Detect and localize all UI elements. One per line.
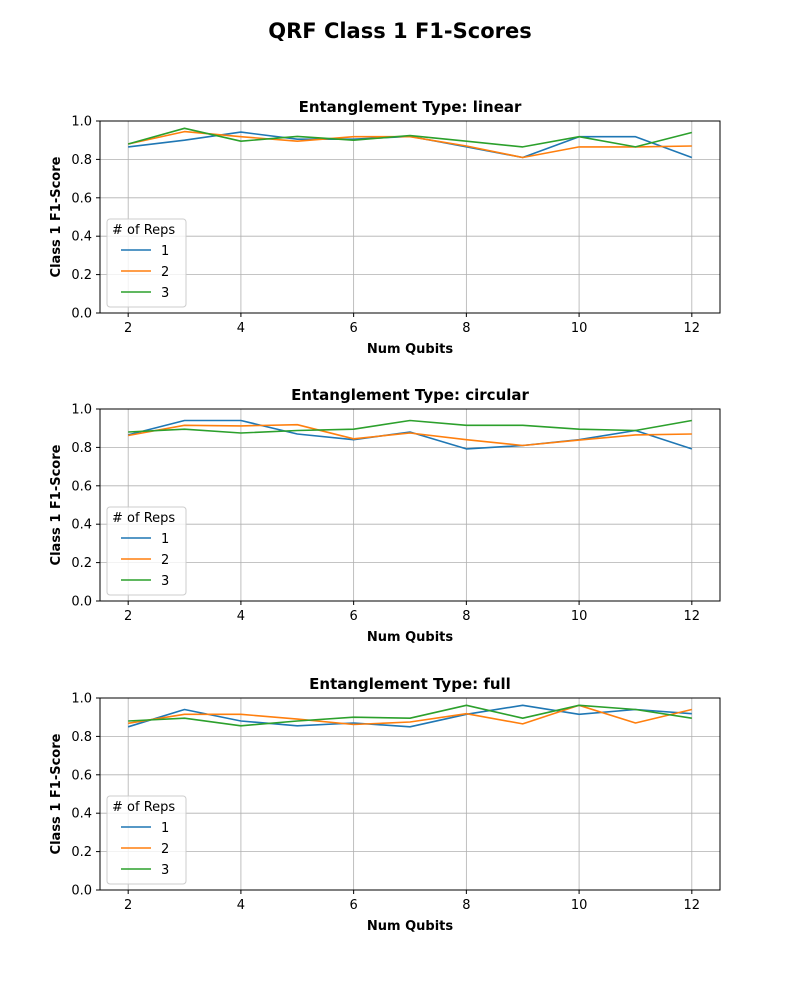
x-axis-label: Num Qubits [367,342,453,357]
y-tick-label: 0.0 [71,884,92,899]
y-tick-label: 1.0 [71,115,92,130]
legend-label-1: 1 [161,532,169,547]
subplot-title: Entanglement Type: circular [291,386,529,404]
x-axis-label: Num Qubits [367,630,453,645]
x-tick-label: 6 [349,609,357,624]
x-tick-label: 6 [349,321,357,336]
y-tick-label: 1.0 [71,692,92,707]
legend-label-1: 1 [161,821,169,836]
x-tick-label: 10 [571,321,588,336]
x-tick-label: 2 [124,321,132,336]
y-axis-label: Class 1 F1-Score [49,733,64,854]
y-axis-label: Class 1 F1-Score [49,156,64,277]
series-line-3 [128,419,692,434]
series-line-3 [128,704,692,727]
y-tick-label: 0.6 [71,768,92,783]
y-tick-label: 0.8 [71,441,92,456]
legend-label-2: 2 [161,265,169,280]
y-tick-label: 0.4 [71,807,92,822]
series-line-2 [128,130,692,159]
axes-frame [99,120,721,314]
x-tick-label: 4 [237,609,245,624]
y-tick-label: 0.2 [71,268,92,283]
legend-title: # of Reps [112,800,175,815]
y-tick-label: 0.4 [71,518,92,533]
y-tick-label: 0.8 [71,730,92,745]
y-tick-label: 0.6 [71,479,92,494]
y-tick-label: 0.0 [71,307,92,322]
legend-label-3: 3 [161,863,169,878]
y-tick-label: 1.0 [71,403,92,418]
series-line-1 [128,419,693,450]
legend: # of Reps 1 2 3 [106,506,187,596]
series-line-1 [127,704,692,728]
y-tick-label: 0.2 [71,845,92,860]
y-tick-label: 0.2 [71,556,92,571]
axes-frame [99,697,721,891]
series-line-2 [128,423,692,447]
x-axis-label: Num Qubits [367,919,453,934]
y-axis-label: Class 1 F1-Score [49,444,64,565]
y-tick-label: 0.8 [71,153,92,168]
x-tick-label: 12 [684,609,701,624]
x-tick-label: 2 [124,609,132,624]
x-tick-label: 8 [462,898,470,913]
series-line-2 [128,704,692,726]
y-tick-label: 0.0 [71,595,92,610]
x-tick-label: 10 [571,898,588,913]
legend-label-3: 3 [161,286,169,301]
legend-box [106,795,187,885]
legend-label-2: 2 [161,553,169,568]
x-tick-label: 4 [237,321,245,336]
x-tick-label: 6 [349,898,357,913]
x-tick-label: 12 [684,898,701,913]
subplot-title: Entanglement Type: full [309,675,511,693]
legend-label-1: 1 [161,244,169,259]
legend-box [106,218,187,308]
x-tick-label: 2 [124,898,132,913]
y-tick-label: 0.6 [71,191,92,206]
x-tick-label: 10 [571,609,588,624]
legend-label-3: 3 [161,574,169,589]
figure-suptitle: QRF Class 1 F1-Scores [268,19,531,43]
subplot-title: Entanglement Type: linear [299,98,522,116]
legend: # of Reps 1 2 3 [106,795,187,885]
legend-box [106,506,187,596]
x-tick-label: 12 [684,321,701,336]
y-tick-label: 0.4 [71,230,92,245]
x-tick-label: 8 [462,609,470,624]
x-tick-label: 4 [237,898,245,913]
legend-title: # of Reps [112,223,175,238]
series-line-3 [127,127,692,148]
legend-label-2: 2 [161,842,169,857]
legend: # of Reps 1 2 3 [106,218,187,308]
axes-frame [99,408,721,602]
legend-title: # of Reps [112,511,175,526]
x-tick-label: 8 [462,321,470,336]
